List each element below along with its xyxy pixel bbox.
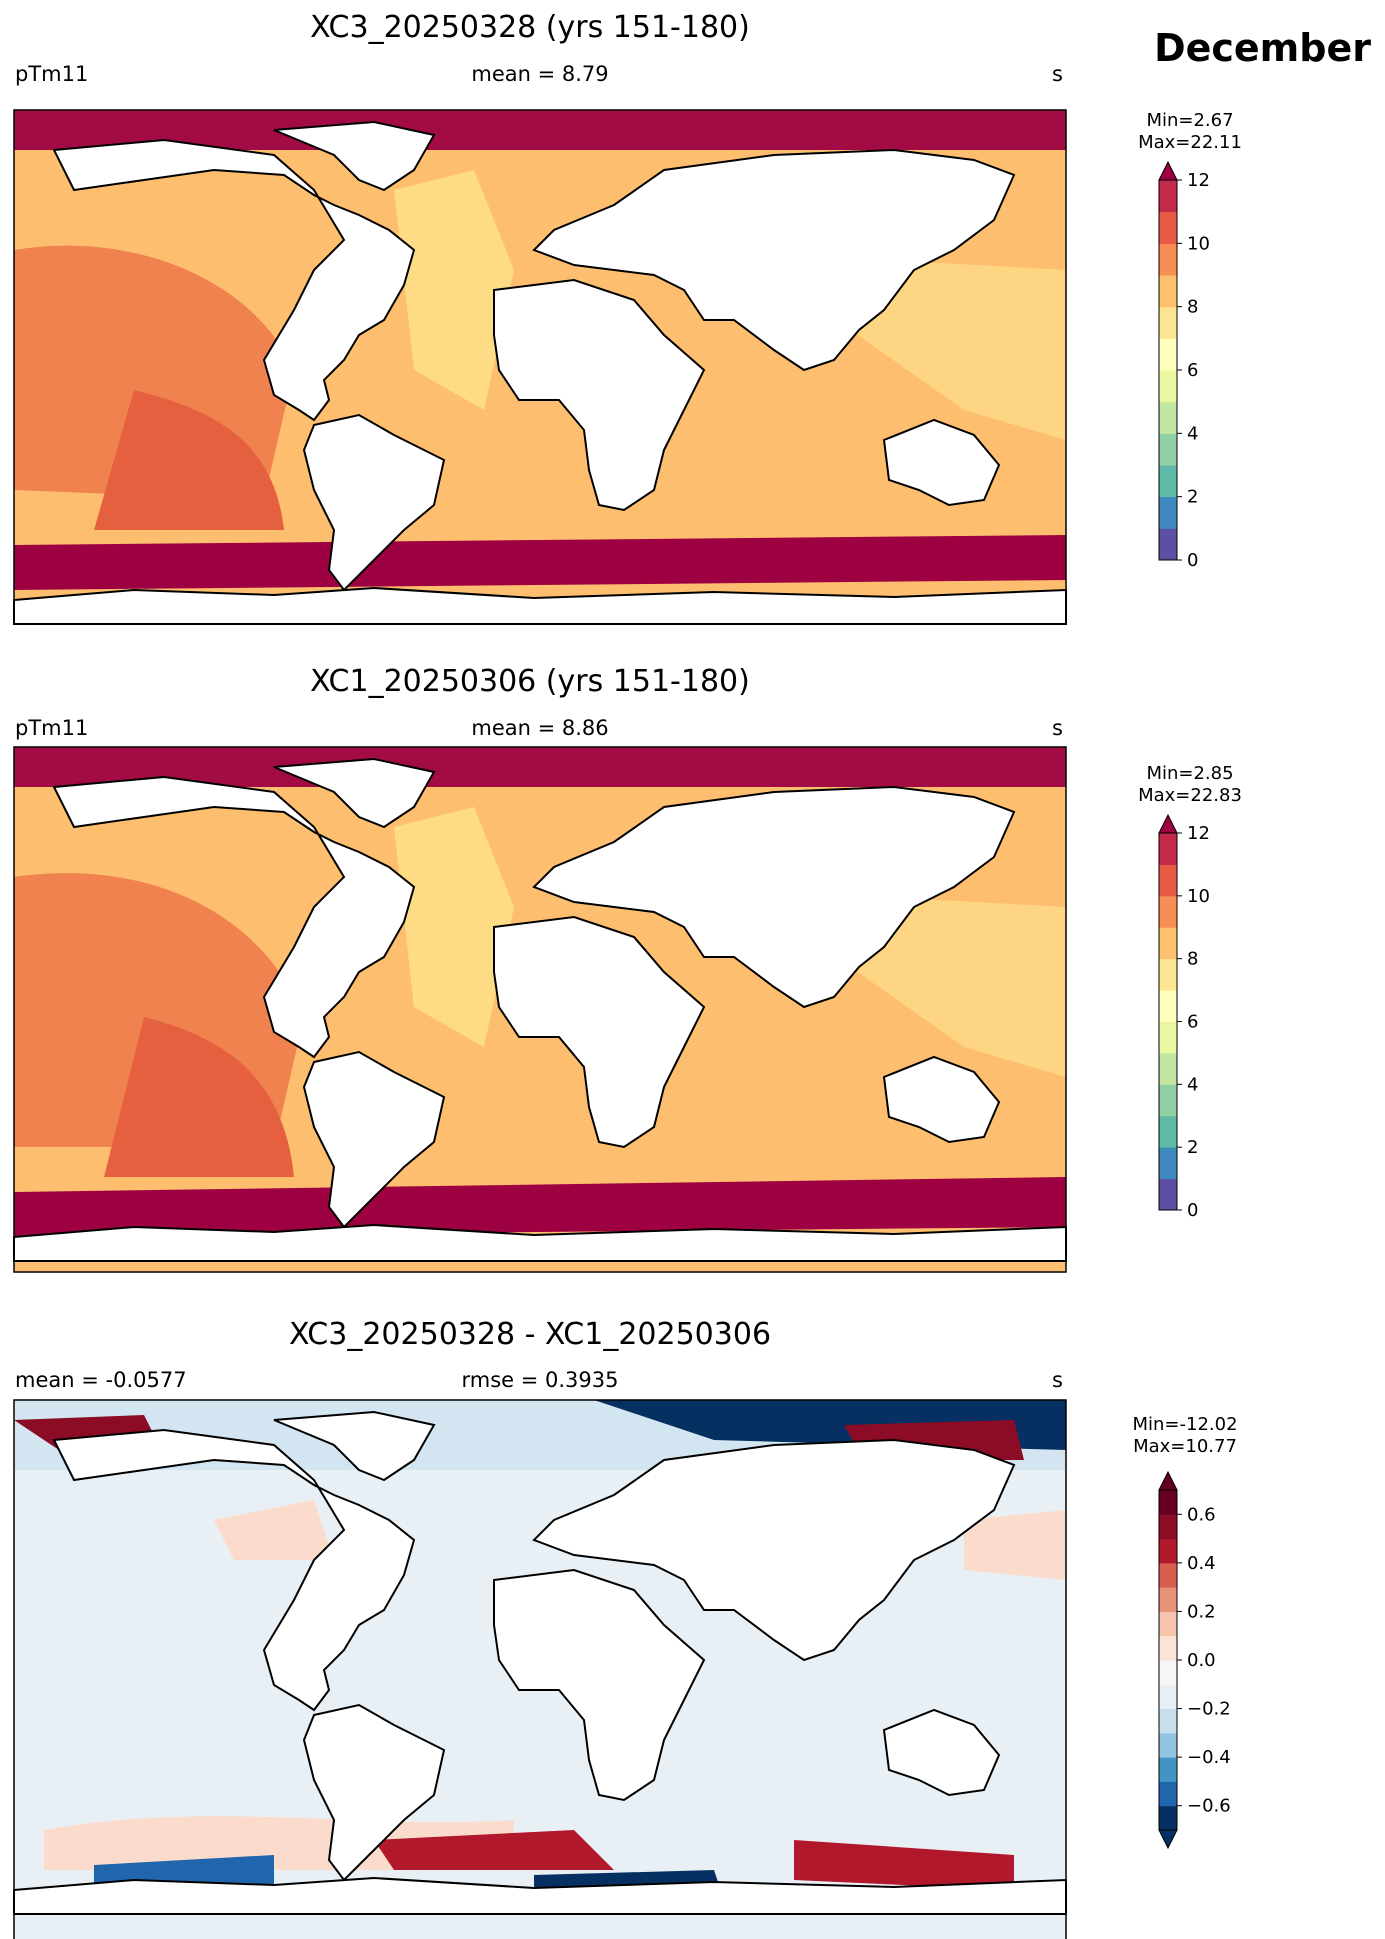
colorbar-bin <box>1159 1660 1177 1685</box>
panel-1-map <box>13 109 1067 625</box>
panel-3-mean: mean = -0.0577 <box>15 1368 187 1392</box>
colorbar-bin <box>1159 927 1177 960</box>
colorbar-bin <box>1159 338 1177 371</box>
colorbar-tick-label: 4 <box>1187 423 1198 444</box>
panel-2-mean: mean = 8.86 <box>471 716 609 740</box>
colorbar-bin <box>1159 401 1177 434</box>
colorbar-tick-label: 10 <box>1187 233 1210 254</box>
panel-3-title: XC3_20250328 - XC1_20250306 <box>288 1317 772 1352</box>
panel-2-map <box>13 746 1067 1273</box>
colorbar-bin <box>1159 243 1177 276</box>
panel-3-rmse: rmse = 0.3935 <box>461 1368 619 1392</box>
colorbar-extend-max <box>1158 160 1178 181</box>
colorbar-tick-label: 12 <box>1187 823 1210 844</box>
colorbar-bin <box>1159 306 1177 339</box>
panel-2-colorbar: 0 2 4 6 8 10 12 <box>1158 813 1210 1221</box>
colorbar-bin <box>1159 1115 1177 1148</box>
colorbar-bin <box>1159 1757 1177 1782</box>
colorbar-tick-label: 0.2 <box>1187 1601 1216 1622</box>
colorbar-bin <box>1159 275 1177 308</box>
colorbar-tick-label: 12 <box>1187 170 1210 191</box>
colorbar-extend-max <box>1158 1470 1178 1491</box>
colorbar-bin <box>1159 1538 1177 1564</box>
panel-3-map <box>13 1399 1067 1939</box>
colorbar-bin <box>1159 1052 1177 1085</box>
panel-2-min: Min=2.85 <box>1146 763 1234 784</box>
colorbar-bin <box>1159 1611 1177 1637</box>
colorbar-tick-label: 6 <box>1187 360 1198 381</box>
colorbar-tick-label: 0.0 <box>1187 1650 1216 1671</box>
colorbar-bin <box>1159 433 1177 466</box>
colorbar-bin <box>1159 990 1177 1022</box>
panel-1-title: XC3_20250328 (yrs 151-180) <box>310 10 750 45</box>
colorbar-tick-label: 6 <box>1187 1012 1198 1033</box>
panel-3-max: Max=10.77 <box>1133 1436 1237 1457</box>
colorbar-tick-label: 0.4 <box>1187 1553 1216 1574</box>
colorbar-bin <box>1159 833 1177 865</box>
colorbar-bin <box>1159 528 1177 561</box>
colorbar-bin <box>1159 1684 1177 1710</box>
colorbar-bin <box>1159 1732 1177 1758</box>
colorbar-tick-label: 0 <box>1187 550 1198 571</box>
colorbar-extend-max <box>1158 813 1178 834</box>
panel-2-title: XC1_20250306 (yrs 151-180) <box>310 664 750 699</box>
panel-1-units: s <box>1052 62 1063 86</box>
panel-1-max: Max=22.11 <box>1138 132 1242 153</box>
colorbar-extend-min <box>1158 1829 1178 1850</box>
colorbar-bin <box>1159 1147 1177 1180</box>
colorbar-bin <box>1159 465 1177 498</box>
colorbar-bin <box>1159 1021 1177 1054</box>
panel-1-variable: pTm11 <box>15 62 89 86</box>
colorbar-bin <box>1159 1781 1177 1807</box>
panel-3-colorbar: −0.6 −0.4 −0.2 0.0 0.2 0.4 0.6 <box>1158 1470 1231 1850</box>
colorbar-tick-label: 8 <box>1187 949 1198 970</box>
colorbar-tick-label: 8 <box>1187 297 1198 318</box>
colorbar-bin <box>1159 1635 1177 1661</box>
colorbar-bin <box>1159 1490 1177 1515</box>
colorbar-tick-label: 4 <box>1187 1074 1198 1095</box>
panel-3-units: s <box>1052 1368 1063 1392</box>
colorbar-tick-label: 0.6 <box>1187 1504 1216 1525</box>
colorbar-bin <box>1159 1708 1177 1734</box>
panel-1-min: Min=2.67 <box>1146 110 1234 131</box>
colorbar-bin <box>1159 180 1177 213</box>
panel-2-max: Max=22.83 <box>1138 785 1242 806</box>
colorbar-tick-label: −0.2 <box>1187 1699 1231 1720</box>
colorbar-bin <box>1159 1178 1177 1211</box>
colorbar-bin <box>1159 370 1177 403</box>
colorbar-bin <box>1159 958 1177 991</box>
colorbar-bin <box>1159 496 1177 529</box>
colorbar-tick-label: 2 <box>1187 487 1198 508</box>
colorbar-tick-label: 10 <box>1187 886 1210 907</box>
colorbar-tick-label: 2 <box>1187 1137 1198 1158</box>
colorbar-bin <box>1159 1562 1177 1588</box>
panel-1-mean: mean = 8.79 <box>471 62 609 86</box>
colorbar-bin <box>1159 1587 1177 1612</box>
colorbar-bin <box>1159 1514 1177 1540</box>
panel-2-units: s <box>1052 716 1063 740</box>
panel-2-variable: pTm11 <box>15 716 89 740</box>
panel-3-min: Min=-12.02 <box>1132 1414 1238 1435</box>
colorbar-bin <box>1159 211 1177 244</box>
panel-1-colorbar: 0 2 4 6 8 10 12 <box>1158 160 1210 571</box>
colorbar-bin <box>1159 864 1177 897</box>
month-label: December <box>1154 26 1371 70</box>
colorbar-tick-label: −0.4 <box>1187 1747 1231 1768</box>
colorbar-bin <box>1159 1805 1177 1831</box>
colorbar-bin <box>1159 895 1177 928</box>
colorbar-tick-label: −0.6 <box>1187 1796 1231 1817</box>
colorbar-tick-label: 0 <box>1187 1200 1198 1221</box>
colorbar-bin <box>1159 1084 1177 1117</box>
